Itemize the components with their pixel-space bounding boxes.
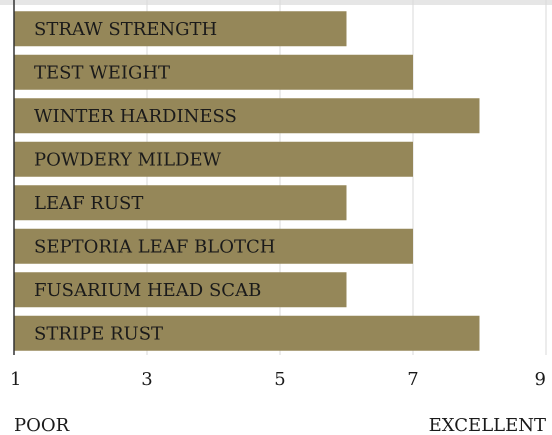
bar	[14, 185, 347, 221]
x-tick-label: 7	[407, 369, 418, 390]
bar-label: WINTER HARDINESS	[34, 106, 237, 127]
bar-label: POWDERY MILDEW	[34, 149, 222, 170]
x-tick-label: 1	[10, 369, 21, 390]
bar-label: LEAF RUST	[34, 193, 143, 214]
bar-label: STRIPE RUST	[34, 323, 163, 344]
x-tick-label: 9	[535, 369, 546, 390]
annotation-left: POOR	[14, 415, 70, 435]
bar	[14, 315, 480, 351]
x-tick-label: 3	[141, 369, 152, 390]
bar	[14, 272, 347, 308]
bar	[14, 98, 480, 134]
title-band	[0, 0, 552, 5]
x-tick-label: 5	[274, 369, 285, 390]
bar-label: FUSARIUM HEAD SCAB	[34, 280, 261, 301]
bar	[14, 54, 413, 90]
bar-label: STRAW STRENGTH	[34, 19, 217, 40]
bar-label: SEPTORIA LEAF BLOTCH	[34, 236, 275, 257]
annotation-right: EXCELLENT	[429, 415, 546, 435]
bar	[14, 11, 347, 47]
bar-label: TEST WEIGHT	[34, 62, 170, 83]
bar	[14, 141, 413, 177]
bar	[14, 228, 413, 264]
